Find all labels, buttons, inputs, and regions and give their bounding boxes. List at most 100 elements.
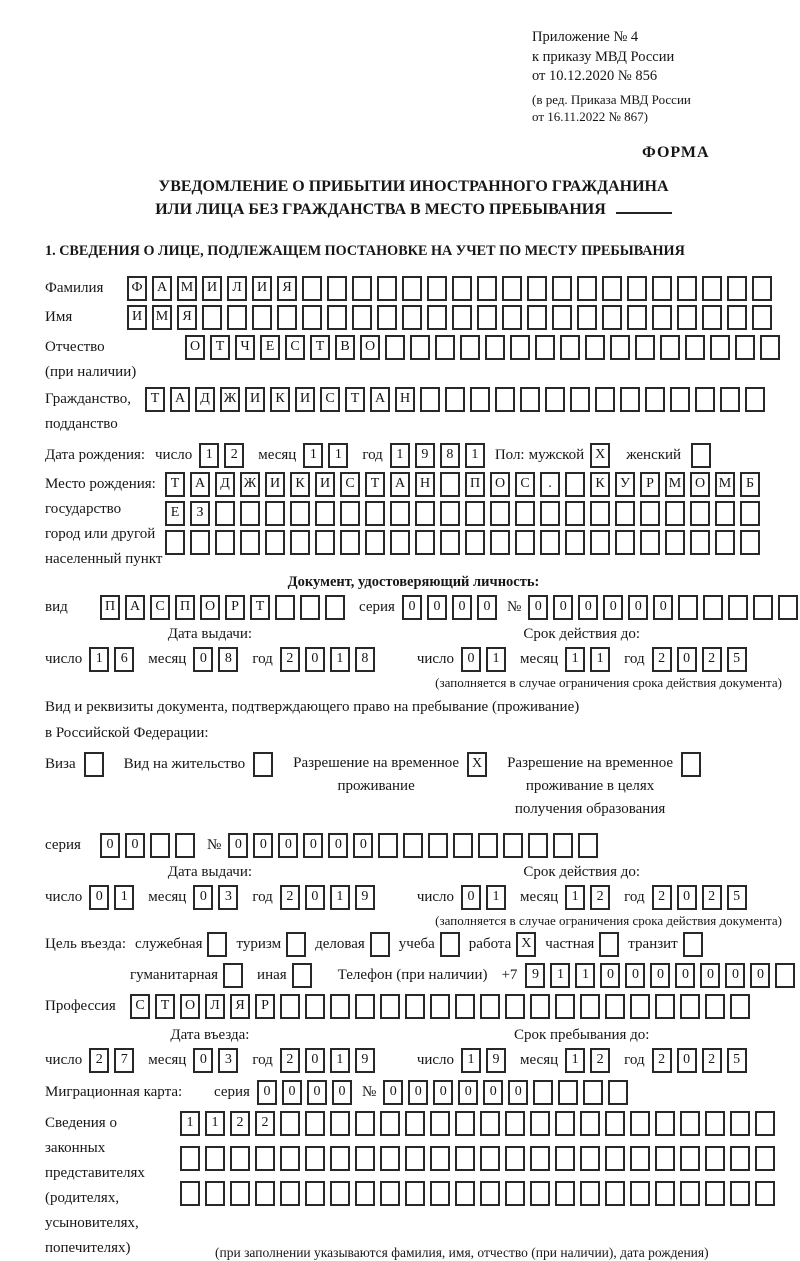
char-box[interactable]: О bbox=[360, 334, 380, 360]
char-box[interactable] bbox=[275, 594, 295, 620]
char-box[interactable]: 0 bbox=[331, 1079, 352, 1105]
char-box[interactable]: 2 bbox=[230, 1110, 250, 1136]
char-box[interactable] bbox=[290, 500, 310, 526]
char-box[interactable]: 1 bbox=[389, 442, 410, 468]
char-box[interactable] bbox=[465, 529, 485, 555]
char-box[interactable] bbox=[427, 304, 447, 330]
char-box[interactable] bbox=[403, 832, 424, 858]
char-box[interactable]: О bbox=[180, 993, 200, 1019]
char-box[interactable] bbox=[302, 275, 322, 301]
char-box[interactable] bbox=[255, 1145, 275, 1171]
char-box[interactable]: 0 bbox=[676, 646, 697, 672]
char-box[interactable] bbox=[327, 304, 347, 330]
char-box[interactable]: 0 bbox=[461, 646, 482, 672]
char-box[interactable] bbox=[702, 275, 722, 301]
char-box[interactable] bbox=[630, 1180, 650, 1206]
visa-checkbox[interactable] bbox=[83, 751, 104, 777]
char-box[interactable] bbox=[735, 334, 755, 360]
char-box[interactable]: Е bbox=[165, 500, 185, 526]
char-box[interactable] bbox=[703, 594, 724, 620]
char-box[interactable] bbox=[577, 275, 597, 301]
char-box[interactable]: П bbox=[175, 594, 195, 620]
char-box[interactable]: С bbox=[150, 594, 170, 620]
char-box[interactable] bbox=[655, 1110, 675, 1136]
char-box[interactable] bbox=[330, 993, 350, 1019]
char-box[interactable]: Л bbox=[227, 275, 247, 301]
char-box[interactable] bbox=[645, 386, 665, 412]
char-box[interactable]: 0 bbox=[458, 1079, 479, 1105]
char-box[interactable]: Ф bbox=[127, 275, 147, 301]
char-box[interactable] bbox=[620, 386, 640, 412]
char-box[interactable]: Н bbox=[415, 471, 435, 497]
char-box[interactable] bbox=[560, 334, 580, 360]
char-box[interactable] bbox=[555, 1145, 575, 1171]
char-box[interactable]: 5 bbox=[726, 646, 747, 672]
char-box[interactable] bbox=[752, 275, 772, 301]
char-box[interactable]: 1 bbox=[550, 962, 571, 988]
char-box[interactable] bbox=[445, 386, 465, 412]
char-box[interactable] bbox=[352, 304, 372, 330]
char-box[interactable]: Т bbox=[165, 471, 185, 497]
char-box[interactable]: 0 bbox=[650, 962, 671, 988]
char-box[interactable] bbox=[302, 304, 322, 330]
char-box[interactable] bbox=[490, 529, 510, 555]
char-box[interactable]: 0 bbox=[306, 1079, 327, 1105]
char-box[interactable] bbox=[380, 1145, 400, 1171]
char-box[interactable] bbox=[440, 471, 460, 497]
char-box[interactable] bbox=[583, 1079, 604, 1105]
char-box[interactable] bbox=[553, 832, 574, 858]
char-box[interactable]: 0 bbox=[653, 594, 674, 620]
char-box[interactable] bbox=[460, 334, 480, 360]
char-box[interactable] bbox=[227, 304, 247, 330]
char-box[interactable] bbox=[455, 993, 475, 1019]
char-box[interactable]: 2 bbox=[701, 1047, 722, 1073]
char-box[interactable] bbox=[505, 1145, 525, 1171]
residence-permit-checkbox[interactable] bbox=[253, 751, 274, 777]
char-box[interactable] bbox=[205, 1145, 225, 1171]
char-box[interactable]: С bbox=[340, 471, 360, 497]
char-box[interactable]: 9 bbox=[354, 1047, 375, 1073]
char-box[interactable]: 0 bbox=[304, 884, 325, 910]
char-box[interactable] bbox=[577, 304, 597, 330]
char-box[interactable] bbox=[380, 993, 400, 1019]
char-box[interactable]: А bbox=[370, 386, 390, 412]
char-box[interactable]: 0 bbox=[401, 594, 422, 620]
char-box[interactable] bbox=[678, 594, 699, 620]
char-box[interactable] bbox=[727, 275, 747, 301]
sex-male-checkbox[interactable]: X bbox=[590, 442, 611, 468]
char-box[interactable] bbox=[390, 500, 410, 526]
char-box[interactable] bbox=[540, 529, 560, 555]
char-box[interactable] bbox=[727, 304, 747, 330]
char-box[interactable] bbox=[565, 529, 585, 555]
char-box[interactable] bbox=[753, 594, 774, 620]
char-box[interactable] bbox=[740, 500, 760, 526]
char-box[interactable]: Ж bbox=[240, 471, 260, 497]
char-box[interactable] bbox=[515, 500, 535, 526]
char-box[interactable]: П bbox=[465, 471, 485, 497]
sex-female-checkbox[interactable] bbox=[691, 442, 712, 468]
char-box[interactable]: 1 bbox=[464, 442, 485, 468]
char-box[interactable] bbox=[690, 529, 710, 555]
char-box[interactable] bbox=[605, 1145, 625, 1171]
char-box[interactable] bbox=[280, 993, 300, 1019]
char-box[interactable] bbox=[652, 304, 672, 330]
char-box[interactable]: 1 bbox=[205, 1110, 225, 1136]
char-box[interactable] bbox=[503, 832, 524, 858]
char-box[interactable] bbox=[530, 1110, 550, 1136]
char-box[interactable] bbox=[330, 1145, 350, 1171]
char-box[interactable]: Д bbox=[215, 471, 235, 497]
char-box[interactable] bbox=[670, 386, 690, 412]
char-box[interactable]: 2 bbox=[651, 646, 672, 672]
char-box[interactable] bbox=[405, 1110, 425, 1136]
char-box[interactable]: П bbox=[100, 594, 120, 620]
char-box[interactable]: 0 bbox=[89, 884, 110, 910]
char-box[interactable]: И bbox=[295, 386, 315, 412]
char-box[interactable] bbox=[602, 304, 622, 330]
char-box[interactable]: Б bbox=[740, 471, 760, 497]
char-box[interactable] bbox=[330, 1180, 350, 1206]
purpose-work-checkbox[interactable]: X bbox=[516, 931, 537, 957]
purpose-private-checkbox[interactable] bbox=[599, 931, 620, 957]
char-box[interactable]: 2 bbox=[651, 884, 672, 910]
char-box[interactable]: 0 bbox=[676, 1047, 697, 1073]
char-box[interactable] bbox=[627, 275, 647, 301]
